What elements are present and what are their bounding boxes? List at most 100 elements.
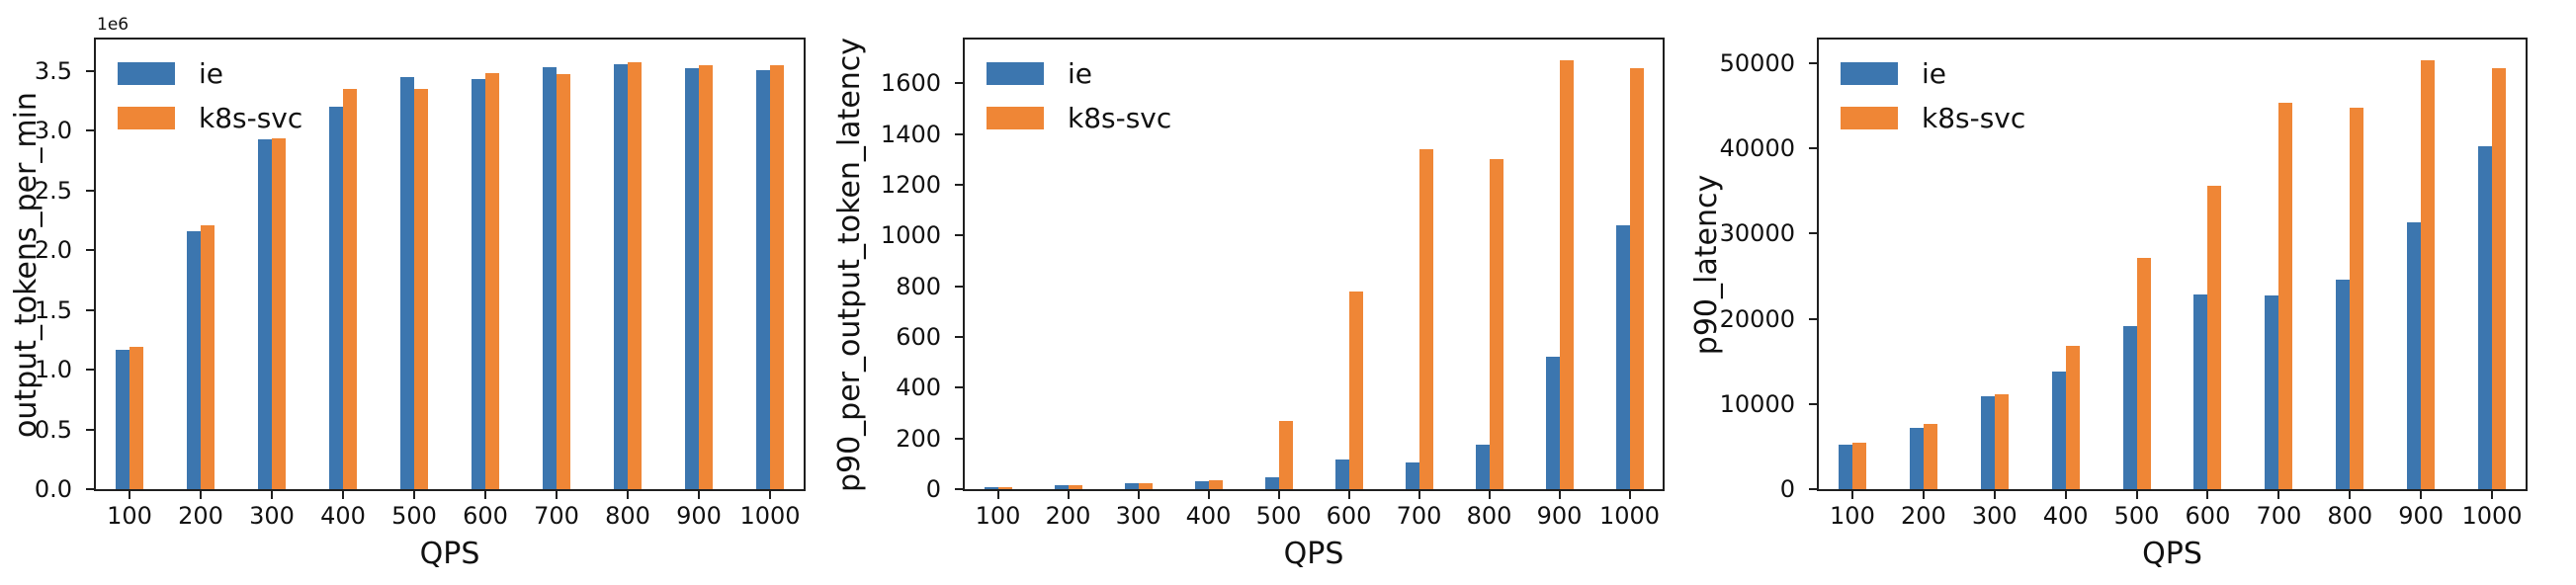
bar-ie-500 <box>400 77 414 489</box>
x-tick-label: 700 <box>534 502 579 530</box>
bar-ie-500 <box>2123 326 2137 489</box>
legend-swatch-ie-icon <box>1841 62 1898 85</box>
legend-label: ie <box>1068 56 1093 90</box>
x-tick-mark <box>129 491 130 499</box>
x-tick-label: 300 <box>1115 502 1161 530</box>
bar-k8s-svc-800 <box>2350 108 2363 489</box>
y-tick-label: 2.0 <box>34 236 72 265</box>
bar-ie-500 <box>1265 477 1279 489</box>
x-tick-mark <box>1207 491 1210 499</box>
x-tick-mark <box>2206 491 2209 499</box>
bar-k8s-svc-900 <box>699 65 713 489</box>
bar-k8s-svc-500 <box>2137 258 2151 489</box>
bar-ie-200 <box>1055 485 1069 489</box>
y-tick-mark <box>86 308 94 311</box>
y-tick-mark <box>86 69 94 72</box>
x-tick-label: 400 <box>320 502 366 530</box>
x-tick-mark <box>2135 491 2138 499</box>
legend: ie k8s-svc <box>118 59 302 131</box>
x-tick-label: 100 <box>1830 502 1875 530</box>
bar-k8s-svc-100 <box>998 487 1012 489</box>
y-tick-label: 3.5 <box>34 56 72 85</box>
x-tick-mark <box>627 491 629 499</box>
x-axis-label: QPS <box>2142 537 2202 571</box>
x-tick-mark <box>556 491 558 499</box>
bar-ie-700 <box>543 67 557 489</box>
y-tick-label: 0 <box>1779 475 1795 503</box>
x-tick-mark <box>1488 491 1491 499</box>
bar-k8s-svc-200 <box>1924 424 1937 489</box>
x-tick-label: 800 <box>2327 502 2373 530</box>
legend-swatch-ie-icon <box>987 62 1044 85</box>
legend: ie k8s-svc <box>987 56 1171 131</box>
legend-item-k8s-svc: k8s-svc <box>987 104 1171 131</box>
x-tick-mark <box>200 491 202 499</box>
y-tick-label: 10000 <box>1719 389 1795 418</box>
x-tick-label: 1000 <box>2461 502 2523 530</box>
x-tick-mark <box>1067 491 1070 499</box>
y-tick-label: 30000 <box>1719 219 1795 248</box>
y-tick-mark <box>1809 232 1817 235</box>
x-axis-label: QPS <box>419 537 480 571</box>
bar-ie-400 <box>2052 372 2066 489</box>
x-tick-label: 600 <box>2185 502 2231 530</box>
legend-swatch-k8s-svc-icon <box>987 107 1044 129</box>
x-tick-label: 900 <box>2398 502 2445 530</box>
x-tick-mark <box>1628 491 1631 499</box>
y-tick-mark <box>955 82 963 85</box>
y-tick-mark <box>86 129 94 132</box>
y-tick-mark <box>955 234 963 237</box>
y-tick-mark <box>1809 147 1817 150</box>
y-tick-mark <box>1809 402 1817 405</box>
bar-k8s-svc-1000 <box>2492 68 2506 489</box>
bar-k8s-svc-300 <box>272 138 286 489</box>
bar-k8s-svc-700 <box>1419 149 1433 489</box>
y-tick-label: 20000 <box>1719 304 1795 333</box>
x-tick-mark <box>271 491 273 499</box>
x-tick-mark <box>413 491 415 499</box>
legend-swatch-ie-icon <box>118 62 175 85</box>
x-tick-mark <box>2064 491 2067 499</box>
x-tick-mark <box>2277 491 2280 499</box>
x-tick-label: 500 <box>1255 502 1302 530</box>
bar-ie-100 <box>1839 445 1852 489</box>
bar-k8s-svc-200 <box>201 225 215 489</box>
bar-k8s-svc-300 <box>1995 394 2009 489</box>
legend-label: k8s-svc <box>1922 101 2026 134</box>
x-tick-label: 800 <box>605 502 650 530</box>
y-tick-label: 0 <box>925 475 941 503</box>
x-tick-mark <box>698 491 700 499</box>
bar-ie-800 <box>1476 445 1490 489</box>
bar-ie-1000 <box>2478 146 2492 489</box>
x-tick-mark <box>1993 491 1996 499</box>
legend: ie k8s-svc <box>1841 59 2026 134</box>
y-tick-mark <box>86 369 94 372</box>
bar-ie-600 <box>1335 460 1349 489</box>
y-tick-mark <box>1809 317 1817 320</box>
bar-ie-300 <box>1125 483 1139 489</box>
x-tick-mark <box>2491 491 2494 499</box>
bar-ie-1000 <box>1616 225 1630 489</box>
x-tick-label: 300 <box>1971 502 2018 530</box>
y-tick-mark <box>955 335 963 338</box>
y-tick-mark <box>86 249 94 252</box>
x-tick-mark <box>342 491 344 499</box>
x-tick-label: 900 <box>676 502 722 530</box>
bar-k8s-svc-1000 <box>1630 68 1644 489</box>
y-tick-label: 1200 <box>880 170 941 199</box>
x-tick-mark <box>996 491 999 499</box>
x-tick-label: 100 <box>107 502 152 530</box>
y-tick-mark <box>1809 488 1817 490</box>
x-tick-label: 1000 <box>1598 502 1661 530</box>
bar-ie-800 <box>2336 280 2350 489</box>
x-tick-mark <box>2349 491 2352 499</box>
x-tick-label: 200 <box>1045 502 1091 530</box>
bar-ie-700 <box>1406 462 1419 489</box>
y-tick-label: 0.0 <box>34 475 72 503</box>
y-tick-label: 1.5 <box>34 295 72 324</box>
y-tick-mark <box>955 488 963 490</box>
bar-k8s-svc-300 <box>1139 483 1153 489</box>
x-axis-label: QPS <box>1283 537 1344 571</box>
bar-k8s-svc-200 <box>1069 485 1082 489</box>
